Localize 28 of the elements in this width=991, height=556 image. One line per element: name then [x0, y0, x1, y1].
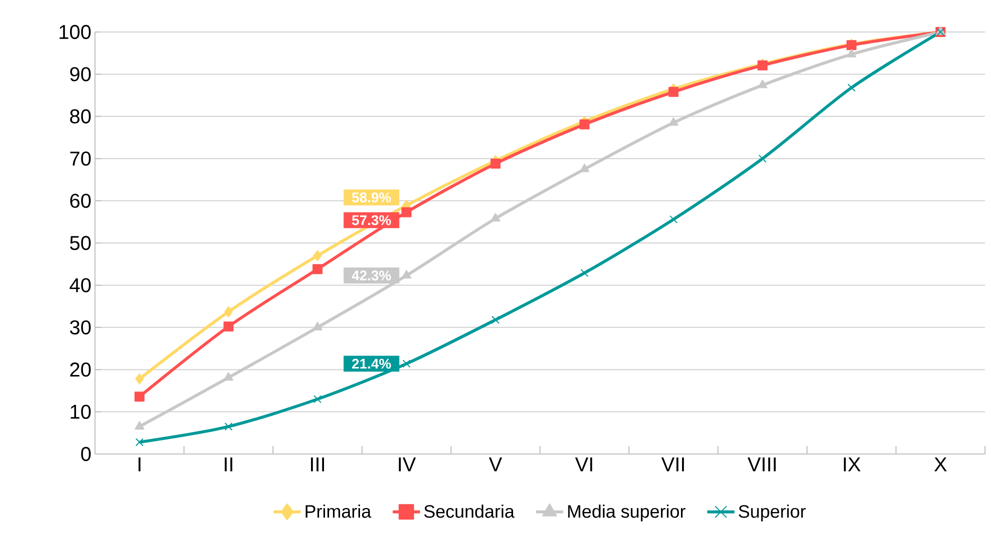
y-tick-label: 30 — [70, 320, 91, 334]
x-tick-label: II — [224, 458, 232, 472]
y-tick-label: 90 — [70, 67, 91, 82]
legend-label: Media superior — [568, 504, 686, 522]
data-label: 21.4% — [352, 358, 391, 369]
x-tick-label: VIII — [748, 458, 776, 472]
y-tick-label: 60 — [70, 194, 91, 208]
x-tick-label: I — [138, 458, 140, 472]
y-tick-label: 70 — [70, 152, 91, 166]
legend-label: Superior — [738, 504, 806, 522]
y-tick-label: 0 — [81, 446, 91, 462]
data-label: 57.3% — [352, 215, 391, 226]
y-tick-label: 100 — [60, 24, 91, 40]
y-tick-label: 50 — [70, 236, 91, 250]
x-tick-label: V — [488, 458, 502, 472]
data-label: 58.9% — [352, 192, 391, 202]
x-tick-label: VI — [575, 458, 592, 472]
y-tick-label: 20 — [70, 362, 91, 377]
legend-label: Secundaria — [424, 504, 514, 518]
x-tick-label: IX — [844, 458, 861, 472]
x-tick-label: III — [311, 458, 324, 472]
x-tick-label: IV — [398, 458, 416, 472]
legend-label: Primaria — [306, 504, 372, 518]
x-tick-label: X — [934, 458, 947, 472]
y-tick-label: 80 — [70, 109, 91, 124]
x-tick-label: VII — [661, 458, 684, 472]
y-tick-label: 10 — [70, 404, 91, 419]
y-tick-label: 40 — [70, 278, 91, 292]
